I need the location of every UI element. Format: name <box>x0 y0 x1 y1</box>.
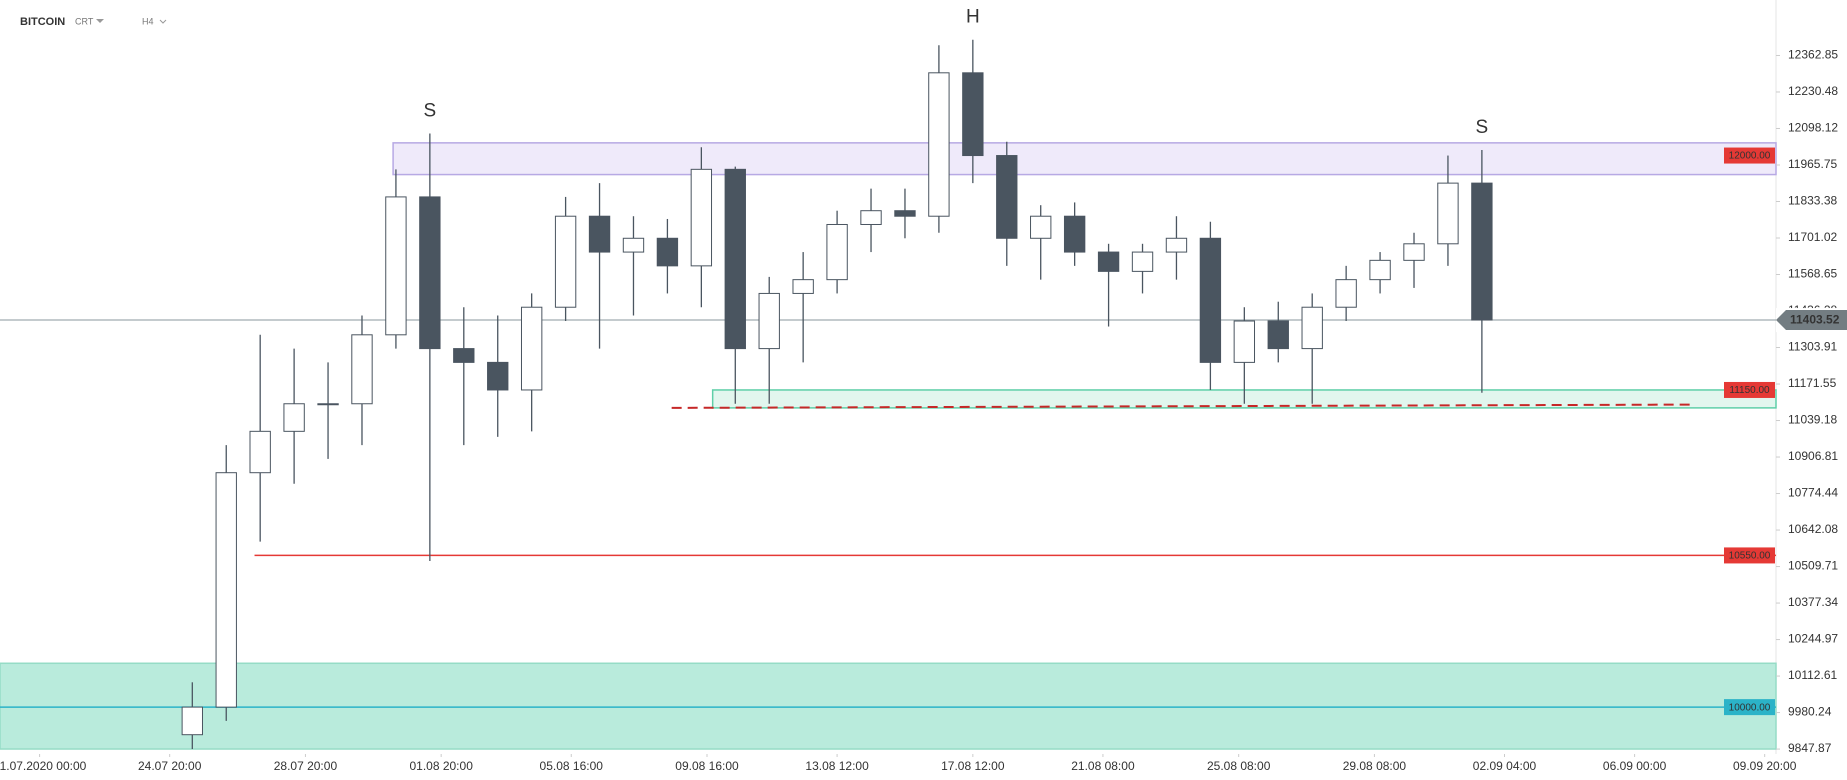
level-tag-label: 11150.00 <box>1729 385 1770 396</box>
pattern-label: H <box>966 7 980 28</box>
x-tick-label: 17.08 12:00 <box>941 759 1005 773</box>
candle-body <box>1063 215 1086 253</box>
candle-body <box>1030 215 1052 239</box>
y-tick-label: 10377.34 <box>1788 595 1838 609</box>
y-tick-label: 11568.65 <box>1788 267 1837 281</box>
candle-body <box>487 361 509 391</box>
candle-body <box>1335 279 1357 308</box>
dropdown-icon[interactable] <box>159 19 167 24</box>
price-tag <box>1776 310 1847 331</box>
candle-body <box>1471 182 1493 321</box>
candle-body <box>283 403 305 432</box>
x-tick-label: 05.08 16:00 <box>540 759 604 773</box>
level-tag <box>1724 547 1775 564</box>
y-tick-label: 11701.02 <box>1788 230 1837 244</box>
candle-body <box>758 292 780 350</box>
candle-body <box>962 72 984 157</box>
x-tick-label: 09.08 16:00 <box>675 759 739 773</box>
x-tick-label: 29.08 08:00 <box>1343 759 1407 773</box>
support-dashed-line <box>671 403 1692 409</box>
y-tick-label: 9980.24 <box>1788 705 1832 719</box>
x-tick-label: 01.08 20:00 <box>409 759 473 773</box>
dropdown-icon[interactable] <box>96 19 104 23</box>
x-tick-label: 02.09 04:00 <box>1473 759 1537 773</box>
y-tick-label: 10906.81 <box>1788 449 1838 463</box>
candle-body <box>1369 259 1391 281</box>
candle-body <box>1403 243 1425 261</box>
y-tick-label: 10642.08 <box>1788 522 1838 536</box>
candle-body <box>622 237 645 253</box>
candle-body <box>860 210 882 225</box>
level-tag-label: 10000.00 <box>1729 702 1771 713</box>
level-tag-label: 10550.00 <box>1729 551 1771 562</box>
candle-body <box>419 196 441 350</box>
level-tag <box>1724 699 1775 716</box>
x-tick-label: 25.08 08:00 <box>1207 759 1271 773</box>
candle-body <box>520 306 543 391</box>
y-tick-label: 9847.87 <box>1788 741 1832 755</box>
symbol[interactable]: BITCOIN <box>20 16 65 28</box>
y-tick-label: 10774.44 <box>1788 486 1838 500</box>
candle-body <box>215 472 237 708</box>
candle-body <box>656 237 679 267</box>
candle-body <box>181 706 203 736</box>
candle-body <box>453 348 475 363</box>
candle-body <box>1267 320 1289 350</box>
candle-body <box>724 168 746 350</box>
candle-body <box>894 210 916 217</box>
y-tick-label: 11171.55 <box>1788 376 1837 390</box>
zone <box>0 662 1777 750</box>
candle-body <box>1199 237 1222 363</box>
price-tag-label: 11403.52 <box>1790 313 1840 327</box>
y-tick-label: 11039.18 <box>1788 413 1837 427</box>
x-tick-label: 24.07 20:00 <box>138 759 202 773</box>
level-tag <box>1724 381 1775 398</box>
y-tick-label: 12362.85 <box>1788 48 1838 62</box>
pattern-label: S <box>1476 117 1489 138</box>
candle-body <box>690 168 713 267</box>
candle-body <box>928 72 950 217</box>
candle-body <box>317 403 339 406</box>
x-tick-label: 28.07 20:00 <box>274 759 338 773</box>
candle-body <box>249 430 271 474</box>
x-tick-label: 13.08 12:00 <box>805 759 869 773</box>
candle-body <box>826 223 848 281</box>
level-tag-label: 12000.00 <box>1729 151 1771 162</box>
candle-body <box>996 155 1018 239</box>
x-tick-label: 21.07.2020 00:00 <box>0 759 87 773</box>
y-tick-label: 10112.61 <box>1788 668 1837 682</box>
x-tick-label: 21.08 08:00 <box>1071 759 1135 773</box>
x-tick-label: 09.09 20:00 <box>1733 759 1797 773</box>
y-tick-label: 11303.91 <box>1788 340 1837 354</box>
y-tick-label: 11833.38 <box>1788 194 1837 208</box>
candle-body <box>792 279 814 294</box>
source[interactable]: CRT <box>75 16 94 26</box>
candle-body <box>1437 182 1459 245</box>
candle-body <box>1131 251 1154 272</box>
candle-body <box>385 196 407 336</box>
level-tag <box>1724 147 1775 164</box>
pattern-label: S <box>424 100 437 121</box>
candle-body <box>554 215 577 308</box>
y-tick-label: 10244.97 <box>1788 632 1838 646</box>
candle-body <box>1097 251 1120 272</box>
y-tick-label: 12098.12 <box>1788 121 1838 135</box>
candle-body <box>588 215 611 253</box>
zone <box>392 142 1777 176</box>
interval[interactable]: H4 <box>142 16 154 26</box>
y-tick-label: 12230.48 <box>1788 84 1838 98</box>
candle-body <box>351 334 373 405</box>
candle-body <box>1165 237 1188 253</box>
y-tick-label: 11965.75 <box>1788 157 1837 171</box>
candle-body <box>1301 306 1323 350</box>
x-tick-label: 06.09 00:00 <box>1603 759 1667 773</box>
candle-body <box>1233 320 1256 363</box>
y-tick-label: 10509.71 <box>1788 559 1838 573</box>
